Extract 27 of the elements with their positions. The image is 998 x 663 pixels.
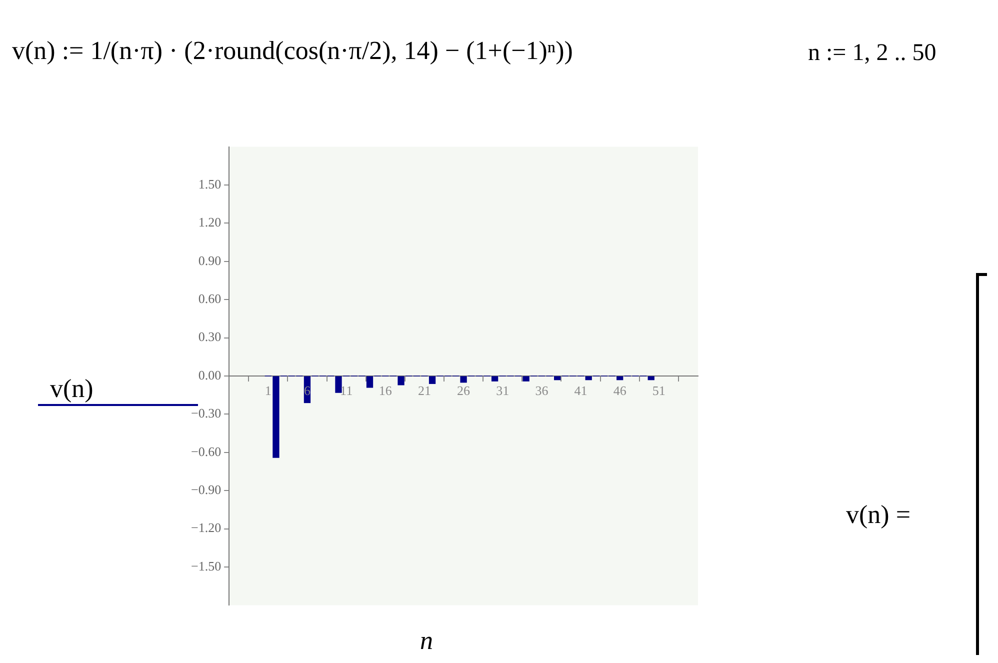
- y-tick-label: 1.20: [198, 214, 222, 230]
- y-tick-label: 0.60: [198, 291, 222, 306]
- chart-title: v(n) := 1/(n·π) · (2·round(cos(n·π/2), 14) − (1+(−1)ⁿ)): [12, 36, 573, 66]
- x-tick-label: 21: [418, 383, 431, 398]
- y-tick-label: 0.90: [198, 252, 222, 268]
- y-tick-label: 1.50: [198, 176, 222, 192]
- x-tick-label: 1: [264, 383, 272, 398]
- x-tick-label: 46: [613, 383, 627, 398]
- y-tick-label: −0.90: [190, 482, 222, 498]
- text: v(n) =: [846, 500, 910, 530]
- text: v(n): [49, 374, 94, 404]
- x-tick-label: 51: [652, 383, 666, 398]
- y-tick-label: −1.50: [190, 558, 222, 574]
- y-tick-label: 0.00: [198, 367, 222, 382]
- x-tick-label: 16: [378, 383, 392, 398]
- y-tick-label: −0.30: [190, 406, 222, 421]
- y-tick-label: −1.20: [190, 520, 222, 536]
- x-tick-label: 31: [496, 383, 510, 398]
- x-axis-title: n: [420, 626, 433, 656]
- y-tick-label: 0.30: [198, 329, 222, 344]
- x-tick-label: 41: [574, 383, 588, 398]
- text: n := 1, 2 .. 50: [808, 40, 936, 67]
- x-tick-label: 26: [457, 383, 471, 398]
- x-tick-label: 11: [340, 383, 353, 398]
- x-tick-label: 36: [535, 383, 549, 398]
- x-tick-label: 6: [304, 383, 311, 398]
- y-tick-label: −0.60: [190, 444, 222, 459]
